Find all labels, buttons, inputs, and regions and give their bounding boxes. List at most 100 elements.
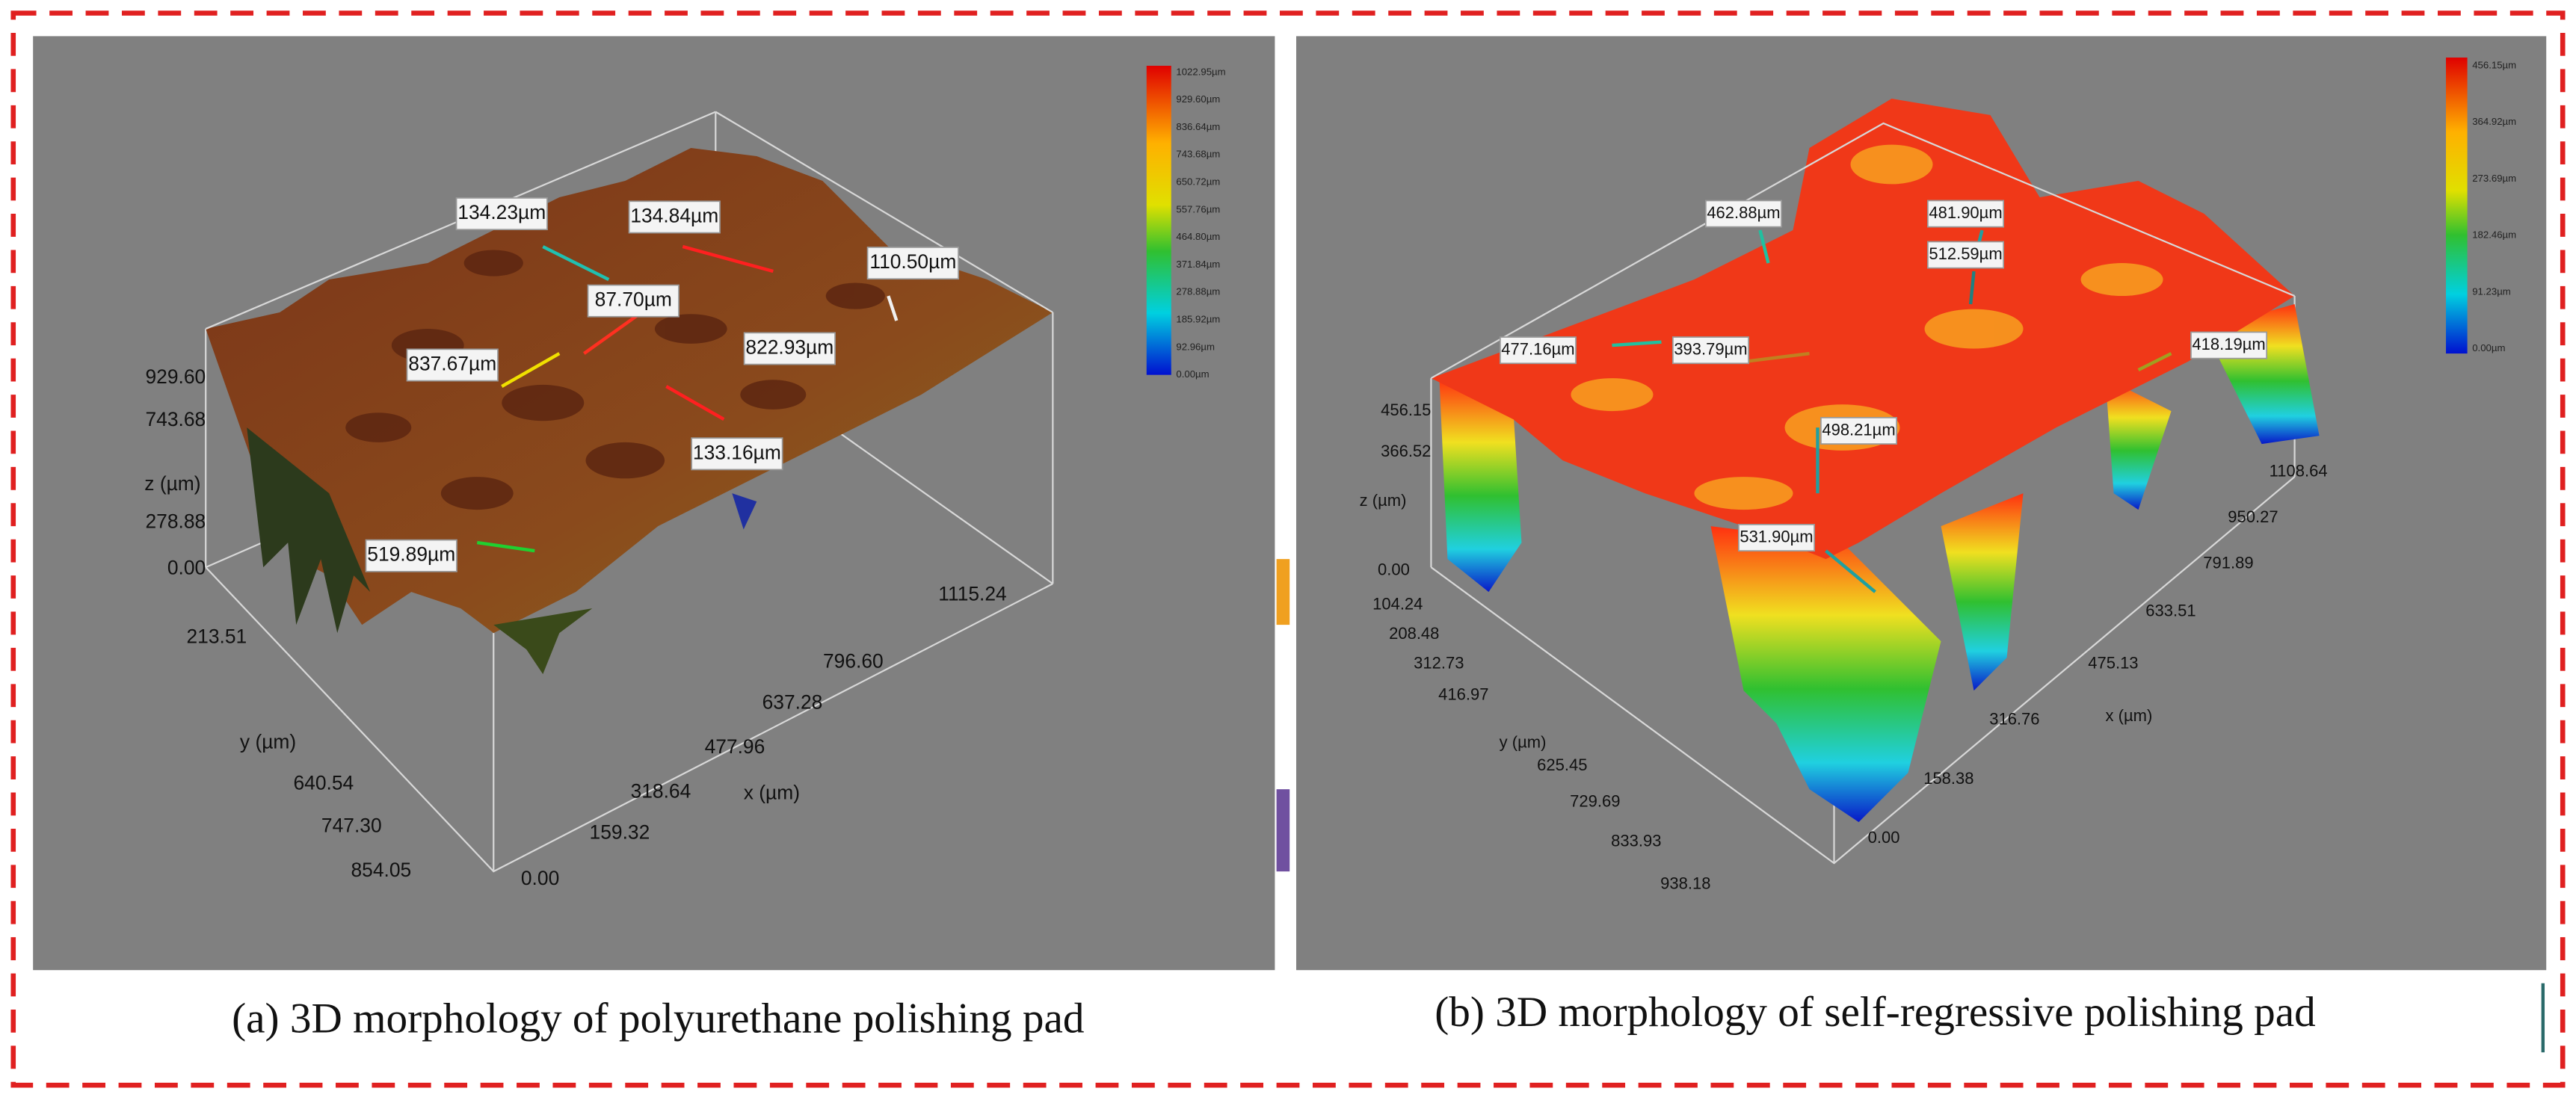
x-tick-label: 0.00 — [521, 867, 559, 889]
colorbar-label: 557.76µm — [1176, 203, 1220, 214]
annotation-text: 837.67µm — [408, 352, 496, 374]
x-axis-label: x (µm) — [2106, 706, 2153, 725]
annotation: 134.84µm — [628, 200, 721, 234]
annotation: 481.90µm — [1927, 200, 2005, 228]
annotation-box — [365, 539, 457, 572]
annotation-box — [1704, 200, 1782, 228]
x-tick-label: 477.96 — [705, 735, 765, 758]
annotation-text: 134.84µm — [630, 204, 718, 226]
colorbar-label: 185.92µm — [1176, 314, 1220, 325]
colorbar-label: 182.46µm — [2472, 229, 2516, 241]
annotation-box — [1927, 200, 2005, 228]
x-tick-label: 316.76 — [1989, 710, 2039, 729]
annotation-box — [691, 437, 783, 471]
caption: (b) 3D morphology of self-regressive pol… — [1435, 989, 2315, 1036]
y-tick-label: 213.51 — [186, 625, 247, 648]
annotation: 133.16µm — [691, 437, 783, 471]
x-tick-label: 0.00 — [1868, 828, 1900, 847]
annotation-box — [406, 348, 499, 382]
colorbar-b — [2446, 58, 2468, 354]
z-tick-label: 743.68 — [145, 408, 206, 430]
colorbar-label: 743.68µm — [1176, 149, 1220, 160]
annotation-box — [1927, 241, 2005, 269]
marker-line — [1825, 549, 1876, 593]
y-axis-label: y (µm) — [240, 731, 296, 753]
x-tick-label: 475.13 — [2088, 654, 2138, 673]
annotation-box — [1671, 336, 1749, 365]
x-tick-label: 796.60 — [823, 650, 884, 673]
colorbar-label: 464.80µm — [1176, 231, 1220, 242]
annotation: 134.23µm — [455, 197, 548, 231]
y-tick-label: 416.97 — [1438, 685, 1488, 704]
marker-line — [665, 385, 725, 421]
y-tick-label: 854.05 — [351, 859, 412, 881]
annotation-box — [743, 332, 836, 365]
y-tick-label: 747.30 — [321, 815, 382, 837]
marker-line — [887, 295, 899, 321]
annotation-text: 481.90µm — [1929, 203, 2002, 222]
x-tick-label: 318.64 — [631, 780, 691, 803]
colorbar-label: 0.00µm — [2472, 342, 2505, 353]
z-tick-label: 0.00 — [1378, 560, 1410, 578]
annotation-text: 531.90µm — [1740, 527, 1813, 546]
y-tick-label: 625.45 — [1537, 756, 1587, 774]
x-tick-label: 158.38 — [1923, 769, 1973, 788]
x-tick-label: 950.27 — [2228, 507, 2278, 526]
y-tick-label: 640.54 — [294, 772, 354, 794]
annotation-text: 110.50µm — [869, 250, 956, 273]
annotation-box — [866, 247, 959, 280]
marker-line — [501, 352, 561, 388]
artifact — [1276, 789, 1290, 872]
z-tick-label: 929.60 — [145, 365, 206, 388]
marker-line — [682, 244, 774, 274]
z-tick-label: 0.00 — [167, 556, 206, 578]
annotation-text: 418.19µm — [2192, 335, 2265, 353]
caption: (a) 3D morphology of polyurethane polish… — [232, 995, 1084, 1042]
colorbar-a — [1146, 66, 1171, 375]
colorbar-label: 278.88µm — [1176, 286, 1220, 297]
z-axis-label: z (µm) — [144, 472, 200, 495]
x-tick-label: 159.32 — [590, 821, 650, 844]
marker-line — [542, 245, 610, 282]
y-tick-label: 938.18 — [1660, 874, 1710, 893]
marker-line — [582, 311, 643, 355]
marker-line — [476, 540, 535, 553]
annotation-text: 462.88µm — [1707, 203, 1780, 222]
surface-b — [1430, 99, 2320, 865]
annotation-text: 87.70µm — [595, 288, 672, 311]
annotation-text: 393.79µm — [1674, 339, 1747, 358]
annotation-box — [455, 197, 548, 231]
annotation: 477.16µm — [1499, 336, 1577, 365]
x-tick-label: 637.28 — [762, 691, 823, 714]
annotation-box — [2190, 331, 2268, 359]
annotation: 498.21µm — [1820, 416, 1897, 445]
surface-a — [205, 111, 1054, 873]
annotation-text: 133.16µm — [693, 441, 781, 463]
annotation: 393.79µm — [1671, 336, 1749, 365]
annotation-box — [1499, 336, 1577, 365]
annotation: 110.50µm — [866, 247, 959, 280]
annotation-text: 477.16µm — [1501, 339, 1574, 358]
y-tick-label: 208.48 — [1389, 624, 1439, 643]
x-tick-label: 1108.64 — [2270, 461, 2328, 480]
colorbar-label: 91.23µm — [2472, 285, 2511, 297]
dashed-border — [10, 10, 2566, 1088]
annotation-text: 512.59µm — [1929, 244, 2002, 263]
annotation: 837.67µm — [406, 348, 499, 382]
colorbar-label: 650.72µm — [1176, 176, 1220, 188]
annotation-box — [628, 200, 721, 234]
annotation: 418.19µm — [2190, 331, 2268, 359]
colorbar-label: 929.60µm — [1176, 93, 1220, 105]
x-axis-label: x (µm) — [744, 782, 800, 804]
annotation: 87.70µm — [587, 284, 680, 318]
artifact — [1276, 559, 1290, 625]
x-tick-label: 791.89 — [2203, 554, 2253, 572]
annotation-box — [1820, 416, 1897, 445]
annotation-text: 822.93µm — [745, 336, 833, 358]
marker-line — [1743, 351, 1810, 364]
marker-line — [1758, 229, 1770, 264]
annotation-text: 519.89µm — [367, 543, 455, 566]
y-tick-label: 104.24 — [1372, 595, 1423, 614]
colorbar-label: 273.69µm — [2472, 173, 2516, 184]
